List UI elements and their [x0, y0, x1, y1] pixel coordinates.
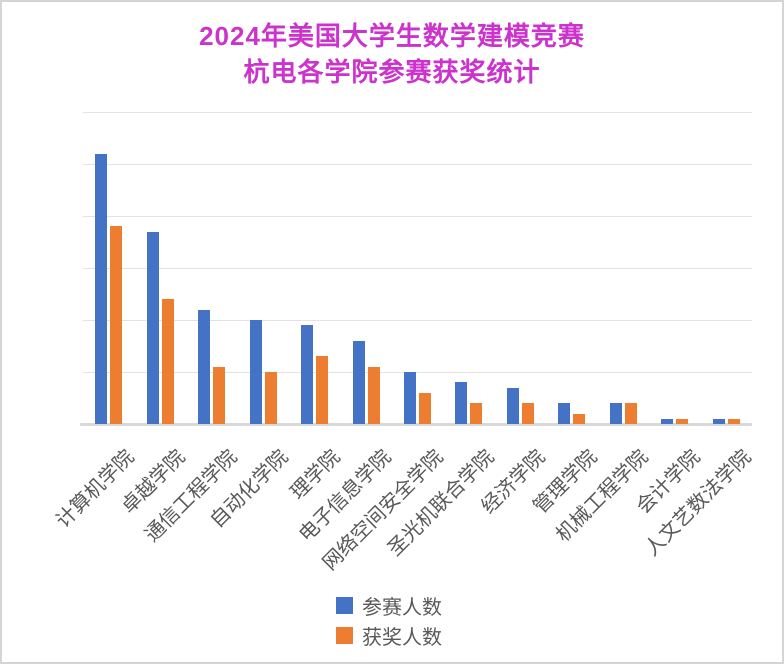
winners-bar-9: [573, 413, 586, 424]
winners-bar-1: [161, 299, 174, 424]
participants-bar-4: [301, 325, 314, 424]
x-axis-line: [80, 423, 752, 426]
gridline-40: [83, 216, 752, 217]
participants-bar-9: [558, 403, 571, 424]
x-label-0: 计算机学院: [52, 446, 139, 533]
participants-bar-10: [609, 403, 622, 424]
gridline-60: [83, 112, 752, 113]
gridline-20: [83, 320, 752, 321]
participants-bar-2: [198, 309, 211, 424]
winners-bar-3: [264, 372, 277, 424]
chart-title-line-1: 2024年美国大学生数学建模竞赛: [199, 21, 585, 51]
legend-item-participants: 参赛人数: [336, 590, 442, 620]
gridline-30: [83, 268, 752, 269]
winners-bar-5: [367, 366, 380, 424]
winners-bar-10: [624, 403, 637, 424]
chart-title-line-2: 杭电各学院参赛获奖统计: [243, 57, 541, 87]
gridline-50: [83, 164, 752, 165]
participants-bar-6: [404, 372, 416, 424]
participants-bar-3: [249, 320, 262, 424]
participants-bar-0: [95, 153, 108, 424]
winners-bar-8: [521, 403, 534, 424]
participants-bar-7: [455, 382, 468, 424]
legend-item-winners: 获奖人数: [336, 620, 442, 650]
legend-swatch-winners: [336, 626, 353, 644]
winners-bar-0: [110, 226, 123, 424]
winners-bar-4: [316, 356, 329, 424]
winners-bar-7: [470, 403, 483, 424]
participants-bar-11: [661, 418, 674, 424]
winners-bar-2: [213, 366, 226, 424]
legend-label-participants: 参赛人数: [362, 596, 442, 619]
legend-swatch-participants: [336, 596, 353, 614]
winners-bar-11: [676, 418, 689, 424]
legend-label-winners: 获奖人数: [362, 626, 442, 649]
participants-bar-5: [352, 340, 365, 424]
chart-title: 2024年美国大学生数学建模竞赛 杭电各学院参赛获奖统计: [2, 18, 782, 90]
legend: 参赛人数 获奖人数: [336, 590, 442, 650]
participants-bar-1: [146, 231, 159, 424]
participants-bar-12: [712, 418, 725, 424]
gridline-10: [83, 372, 752, 373]
winners-bar-12: [727, 418, 740, 424]
plot-area: [80, 112, 752, 426]
winners-bar-6: [419, 392, 431, 424]
participants-bar-8: [506, 387, 519, 424]
